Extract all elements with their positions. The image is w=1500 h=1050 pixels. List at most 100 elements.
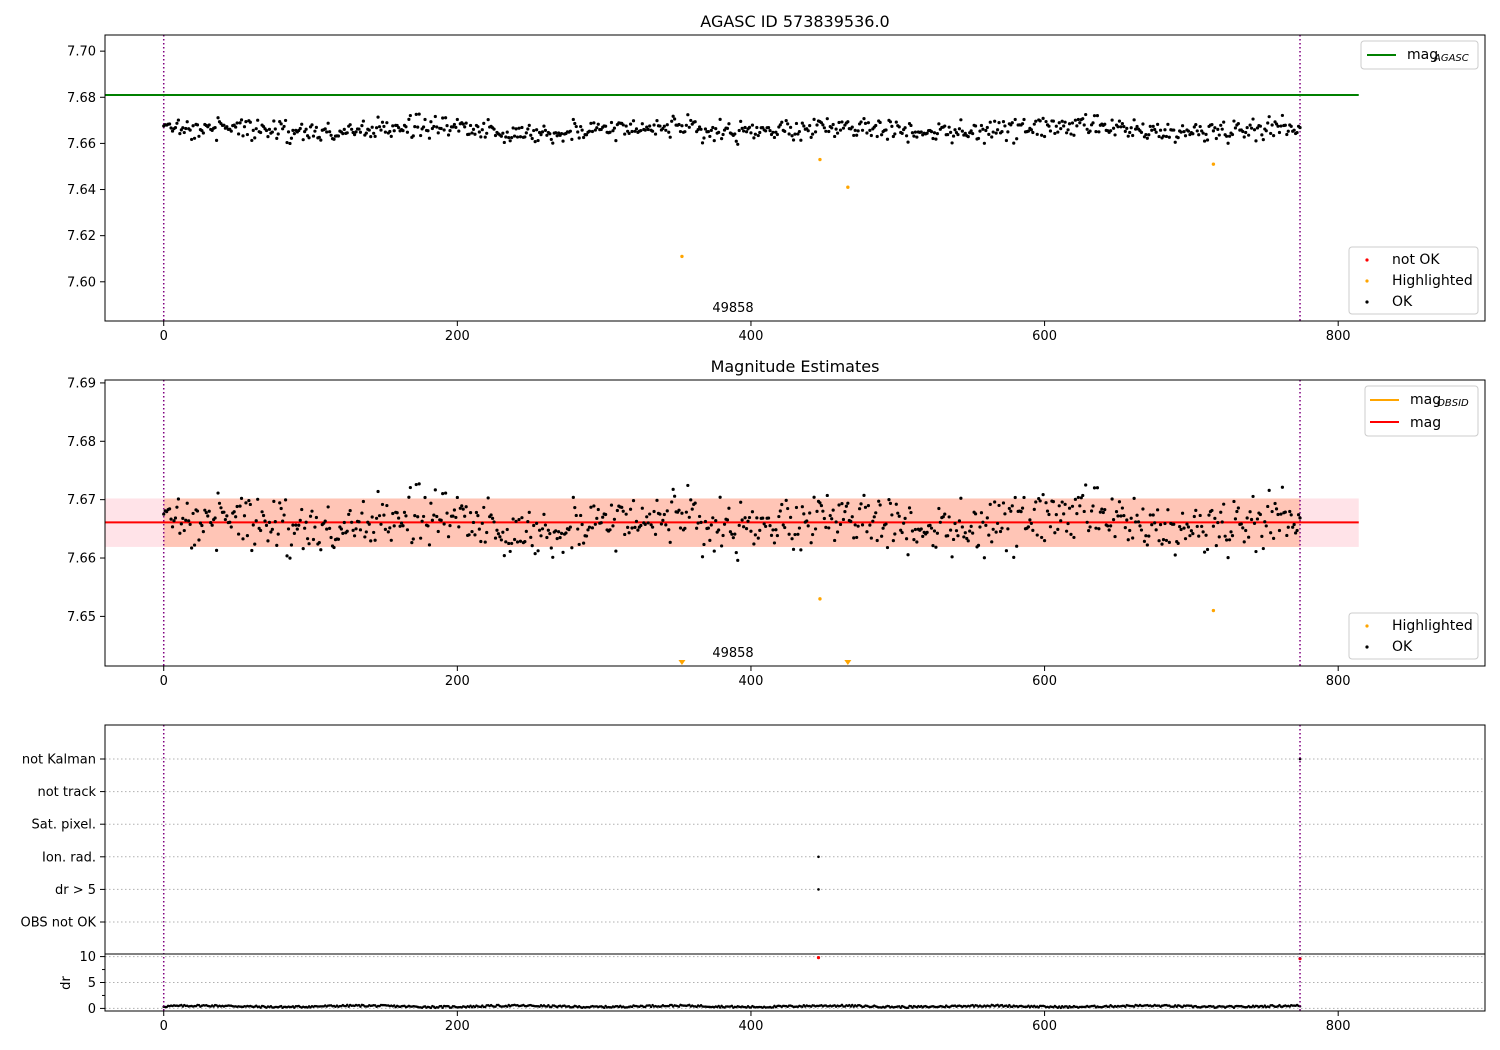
ok-point <box>1144 132 1148 137</box>
ok-point <box>533 551 537 556</box>
ok-point <box>570 546 574 550</box>
ok-point <box>482 121 486 126</box>
legend-label: mag <box>1410 392 1441 408</box>
dr-tick-label: 0 <box>88 1002 96 1017</box>
x-tick-label: 800 <box>1326 329 1351 344</box>
ok-point <box>788 125 793 129</box>
ok-point <box>1255 126 1260 130</box>
ok-point <box>385 503 389 508</box>
ok-point <box>621 123 625 127</box>
legend-dot-icon <box>1365 624 1369 628</box>
ok-point <box>515 540 520 544</box>
ok-point <box>775 533 779 538</box>
ok-point <box>1084 483 1088 487</box>
ok-point <box>821 509 825 513</box>
ok-point <box>1069 532 1073 536</box>
ok-point <box>1204 132 1208 137</box>
ok-point <box>561 139 565 143</box>
ok-point <box>968 529 972 533</box>
ok-point <box>448 524 452 528</box>
ok-point <box>1232 499 1236 504</box>
ok-point <box>1191 532 1195 536</box>
ok-point <box>653 532 658 536</box>
ok-point <box>1153 521 1157 525</box>
ok-point <box>507 136 511 140</box>
ok-point <box>1255 517 1260 521</box>
ok-point <box>1164 134 1169 139</box>
ok-point <box>1197 133 1201 137</box>
ok-point <box>1000 130 1004 134</box>
ok-point <box>593 128 597 132</box>
ok-point <box>1064 131 1069 135</box>
ok-point <box>1202 139 1207 143</box>
ok-point <box>1289 124 1293 128</box>
flag-label: Sat. pixel. <box>32 818 96 833</box>
ok-point <box>649 523 653 527</box>
ok-point <box>473 533 477 537</box>
ok-point <box>1298 516 1302 520</box>
ok-point <box>658 512 662 516</box>
ok-point <box>584 534 589 538</box>
ok-point <box>1015 137 1019 141</box>
ok-point <box>288 556 292 560</box>
ok-point <box>559 531 564 535</box>
ok-point <box>515 135 520 139</box>
ok-point <box>1219 510 1223 514</box>
ok-point <box>207 123 211 127</box>
ok-point <box>1111 518 1116 522</box>
ok-point <box>1126 134 1130 138</box>
ok-point <box>357 127 361 131</box>
ok-point <box>1070 504 1075 508</box>
ok-point <box>1258 124 1262 128</box>
ok-point <box>1163 128 1167 132</box>
ok-point <box>1252 128 1257 132</box>
ok-point <box>706 130 710 134</box>
ok-point <box>1242 540 1246 544</box>
legend-label: OK <box>1392 294 1413 310</box>
ok-point <box>812 117 816 122</box>
ok-point <box>608 130 612 134</box>
dr-point <box>649 1005 653 1009</box>
ok-point <box>236 532 241 536</box>
ok-point <box>897 514 901 518</box>
ok-point <box>579 124 583 129</box>
ok-point <box>245 533 250 538</box>
ok-point <box>737 523 741 527</box>
ok-point <box>934 545 938 549</box>
ok-point <box>1173 553 1177 557</box>
ok-point <box>1239 522 1243 526</box>
ok-point <box>1198 513 1202 518</box>
ok-point <box>725 126 730 130</box>
ok-point <box>527 510 531 514</box>
ok-point <box>507 541 511 546</box>
ok-point <box>1286 525 1290 529</box>
ok-point <box>395 511 399 515</box>
ok-point <box>480 521 484 525</box>
legend-dot-icon <box>1365 279 1369 283</box>
ok-point <box>576 130 580 134</box>
ok-point <box>1194 122 1198 127</box>
ok-point <box>981 520 985 524</box>
ok-point <box>348 509 352 513</box>
ok-point <box>1063 120 1067 124</box>
magnitude-estimates-panel: Magnitude Estimates 7.65 7.66 7.67 7.68 7.69… <box>67 357 1486 689</box>
ok-point <box>673 117 677 121</box>
ok-point <box>650 525 655 529</box>
dr-point <box>439 1004 443 1008</box>
y-tick-label: 7.66 <box>67 552 96 567</box>
ok-point <box>234 515 238 519</box>
ok-point <box>1072 535 1076 540</box>
ok-point <box>369 539 373 543</box>
ok-point <box>175 121 179 125</box>
ok-point <box>1261 138 1265 142</box>
ok-point <box>947 515 951 519</box>
ok-point <box>852 536 856 540</box>
ok-point <box>790 537 794 541</box>
ok-point <box>1288 509 1292 514</box>
ok-point <box>1073 497 1078 501</box>
ok-point <box>279 122 283 126</box>
dr-tick-label: 10 <box>79 950 96 965</box>
ok-point <box>1022 117 1026 122</box>
ok-point <box>289 136 294 140</box>
ok-point <box>1092 114 1097 118</box>
